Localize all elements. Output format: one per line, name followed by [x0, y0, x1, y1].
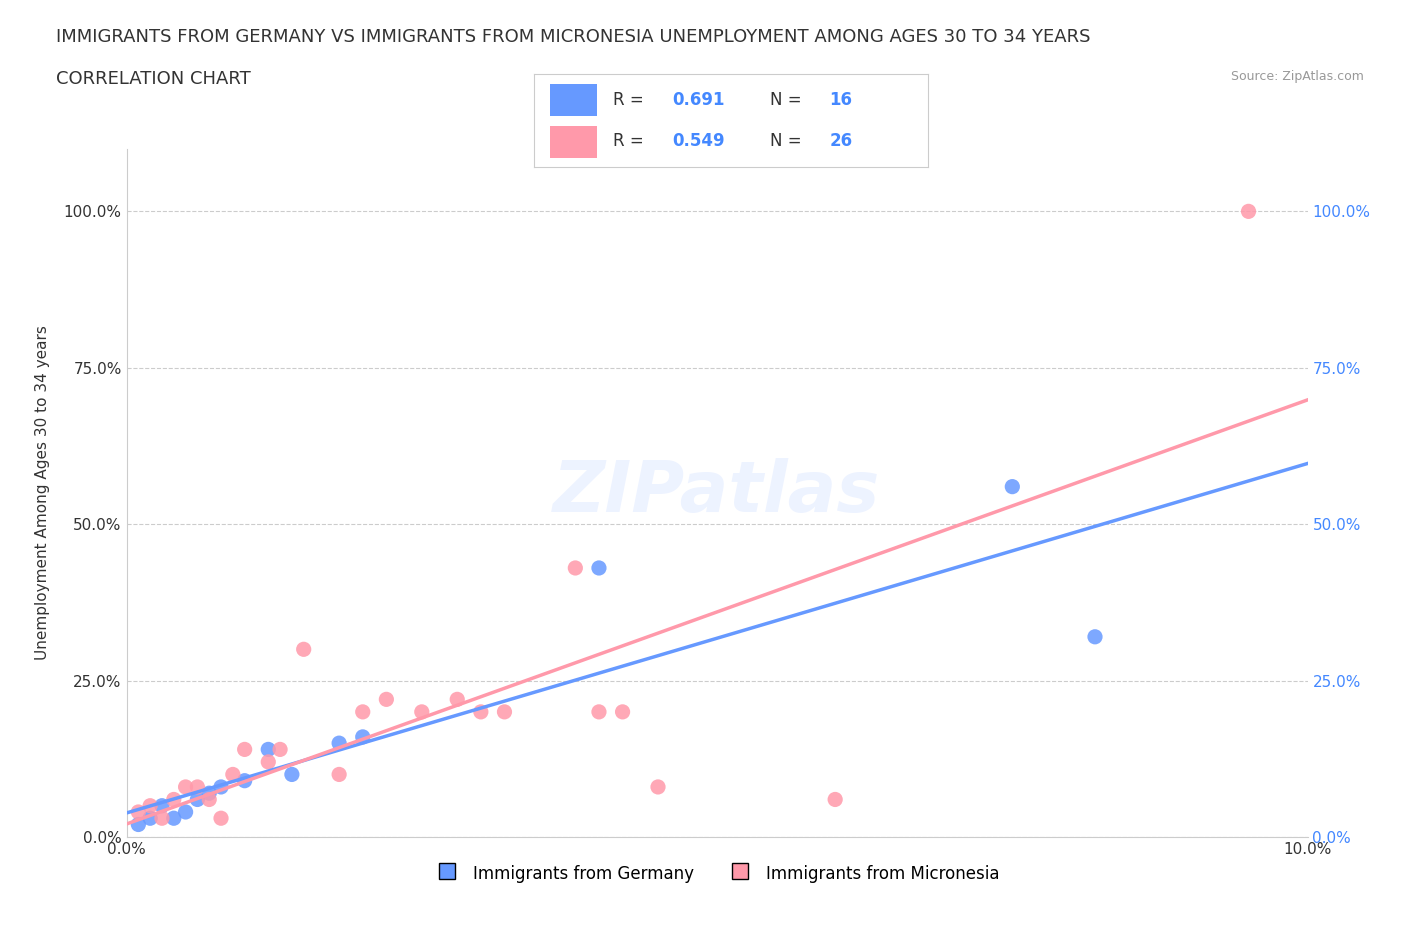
Point [127, 804, 149, 819]
Text: R =: R = [613, 90, 650, 109]
Point [564, 561, 586, 576]
Point [163, 792, 186, 807]
Point [174, 779, 197, 794]
FancyBboxPatch shape [550, 126, 598, 158]
Point [150, 798, 173, 813]
Y-axis label: Unemployment Among Ages 30 to 34 years: Unemployment Among Ages 30 to 34 years [35, 326, 49, 660]
Point [375, 692, 398, 707]
Point [269, 742, 291, 757]
Point [446, 692, 468, 707]
Point [127, 817, 149, 832]
Text: ZIPatlas: ZIPatlas [554, 458, 880, 527]
Point [352, 729, 374, 744]
Point [1084, 630, 1107, 644]
Legend: Immigrants from Germany, Immigrants from Micronesia: Immigrants from Germany, Immigrants from… [429, 857, 1005, 891]
Text: N =: N = [770, 90, 807, 109]
Point [150, 811, 173, 826]
Point [186, 779, 208, 794]
Point [209, 779, 232, 794]
Text: R =: R = [613, 132, 650, 151]
Text: CORRELATION CHART: CORRELATION CHART [56, 70, 252, 87]
Text: 0.691: 0.691 [672, 90, 724, 109]
Point [198, 792, 221, 807]
Point [352, 704, 374, 719]
Point [186, 792, 208, 807]
Point [470, 704, 492, 719]
Point [612, 704, 634, 719]
Point [1001, 479, 1024, 494]
Point [1237, 204, 1260, 219]
Text: IMMIGRANTS FROM GERMANY VS IMMIGRANTS FROM MICRONESIA UNEMPLOYMENT AMONG AGES 30: IMMIGRANTS FROM GERMANY VS IMMIGRANTS FR… [56, 28, 1091, 46]
Point [257, 754, 280, 769]
Point [163, 811, 186, 826]
Point [281, 767, 304, 782]
Point [647, 779, 669, 794]
Point [233, 742, 256, 757]
Point [174, 804, 197, 819]
Text: Source: ZipAtlas.com: Source: ZipAtlas.com [1230, 70, 1364, 83]
Point [292, 642, 315, 657]
Point [824, 792, 846, 807]
Text: 26: 26 [830, 132, 852, 151]
Text: N =: N = [770, 132, 807, 151]
Text: 16: 16 [830, 90, 852, 109]
Text: 0.549: 0.549 [672, 132, 724, 151]
Point [257, 742, 280, 757]
Point [198, 786, 221, 801]
Point [588, 704, 610, 719]
Point [411, 704, 433, 719]
Point [328, 767, 350, 782]
Point [494, 704, 516, 719]
Point [209, 811, 232, 826]
Point [588, 561, 610, 576]
Point [222, 767, 245, 782]
Point [139, 811, 162, 826]
Point [233, 773, 256, 788]
Point [139, 798, 162, 813]
Point [328, 736, 350, 751]
FancyBboxPatch shape [550, 84, 598, 116]
